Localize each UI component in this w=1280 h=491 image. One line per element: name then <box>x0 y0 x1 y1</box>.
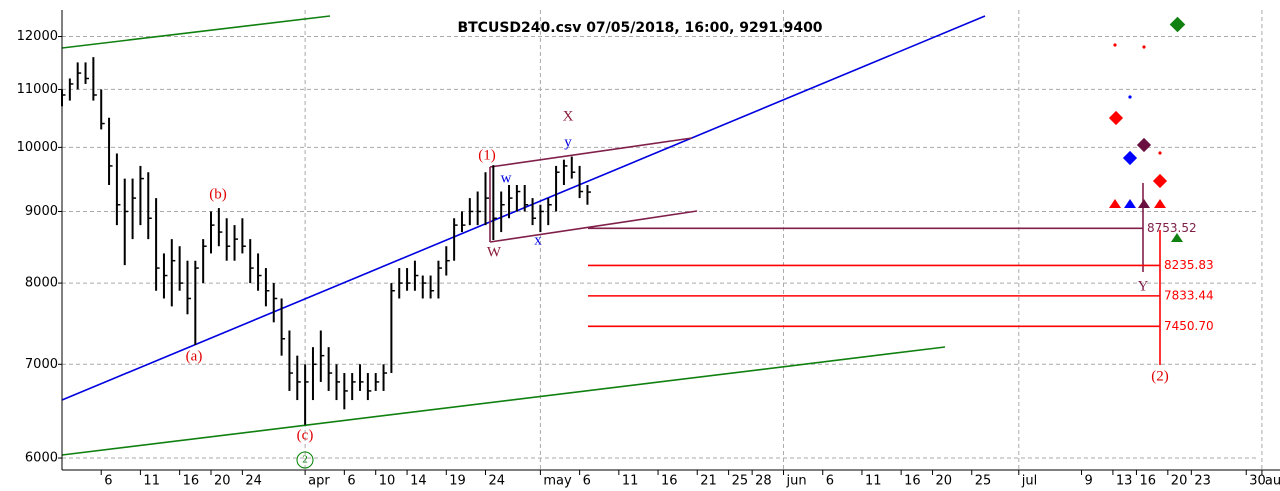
diamond <box>1122 150 1138 166</box>
x-tick-label: 24 <box>245 474 262 489</box>
x-tick-label: 20 <box>1171 474 1188 489</box>
triangle <box>1171 233 1183 242</box>
x-tick-label: aug <box>1265 474 1280 489</box>
x-tick-label: 6 <box>826 474 834 489</box>
x-tick-label: 13 <box>1116 474 1133 489</box>
diamond <box>1169 16 1186 33</box>
x-tick-label: jul <box>1021 474 1037 489</box>
dot <box>1113 43 1117 47</box>
x-tick-label: 6 <box>104 474 112 489</box>
triangle <box>1138 199 1150 208</box>
y-tick-label: 9000 <box>25 204 58 219</box>
x-tick-label: 10 <box>379 474 396 489</box>
annotation: y <box>564 134 572 150</box>
x-tick-label: 21 <box>700 474 717 489</box>
y-tick-label: 8000 <box>25 276 58 291</box>
annotation: x <box>534 232 542 248</box>
markers <box>1108 16 1186 242</box>
annotation: (1) <box>478 147 496 163</box>
triangle <box>1109 199 1121 208</box>
grid <box>62 10 1263 470</box>
dot <box>1128 95 1132 99</box>
diamond <box>1152 173 1168 189</box>
y-tick-label: 6000 <box>25 451 58 466</box>
x-tick-label: 28 <box>755 474 772 489</box>
x-tick-label: 20 <box>214 474 231 489</box>
annotation: (b) <box>209 186 227 202</box>
x-tick-label: 19 <box>449 474 466 489</box>
x-tick-label: 30 <box>1249 474 1266 489</box>
x-tick-label: 6 <box>347 474 355 489</box>
x-tick-label: 20 <box>936 474 953 489</box>
x-tick-label: 16 <box>1139 474 1156 489</box>
level-label: 8235.83 <box>1164 258 1214 272</box>
x-tick-label: apr <box>308 474 330 489</box>
y-tick-label: 11000 <box>17 82 58 97</box>
chart-title: BTCUSD240.csv 07/05/2018, 16:00, 9291.94… <box>457 20 822 36</box>
x-tick-label: 16 <box>183 474 200 489</box>
annotation: X <box>563 108 574 124</box>
level-label: 7833.44 <box>1164 288 1214 302</box>
x-tick-label: 23 <box>1194 474 1211 489</box>
x-tick-label: 25 <box>732 474 749 489</box>
triangle <box>1154 199 1166 208</box>
x-tick-label: 11 <box>865 474 882 489</box>
annotation: Y <box>1138 278 1149 294</box>
x-tick-label: 9 <box>1085 474 1093 489</box>
x-tick-label: 11 <box>622 474 639 489</box>
annotation: (2) <box>1151 368 1169 384</box>
x-tick-label: jun <box>786 474 807 489</box>
diamond <box>1136 137 1152 153</box>
trend-line <box>61 15 331 49</box>
y-tick-label: 7000 <box>25 357 58 372</box>
y-tick-label: 12000 <box>17 29 58 44</box>
triangle <box>1124 199 1136 208</box>
x-tick-label: 14 <box>410 474 427 489</box>
x-tick-label: 16 <box>661 474 678 489</box>
annotation-circle <box>296 451 314 469</box>
annotation: (a) <box>186 348 203 364</box>
dot <box>1142 45 1146 49</box>
y-tick-label: 10000 <box>17 140 58 155</box>
x-tick-label: 6 <box>583 474 591 489</box>
x-tick-label: 16 <box>904 474 921 489</box>
annotation: W <box>487 244 502 260</box>
annotation: w <box>501 170 512 186</box>
x-tick-label: may <box>543 474 572 489</box>
x-tick-label: 11 <box>143 474 160 489</box>
x-tick-label: 25 <box>975 474 992 489</box>
annotation: 2 <box>302 454 308 466</box>
annotation: (c) <box>297 427 314 443</box>
trend-line <box>61 15 986 401</box>
level-label: 8753.52 <box>1147 221 1197 235</box>
level-label: 7450.70 <box>1164 319 1214 333</box>
diamond <box>1108 110 1124 126</box>
channel-line <box>489 137 693 168</box>
dot <box>1158 151 1162 155</box>
trend-line <box>61 346 946 456</box>
x-tick-label: 24 <box>489 474 506 489</box>
channel-line <box>489 210 698 243</box>
